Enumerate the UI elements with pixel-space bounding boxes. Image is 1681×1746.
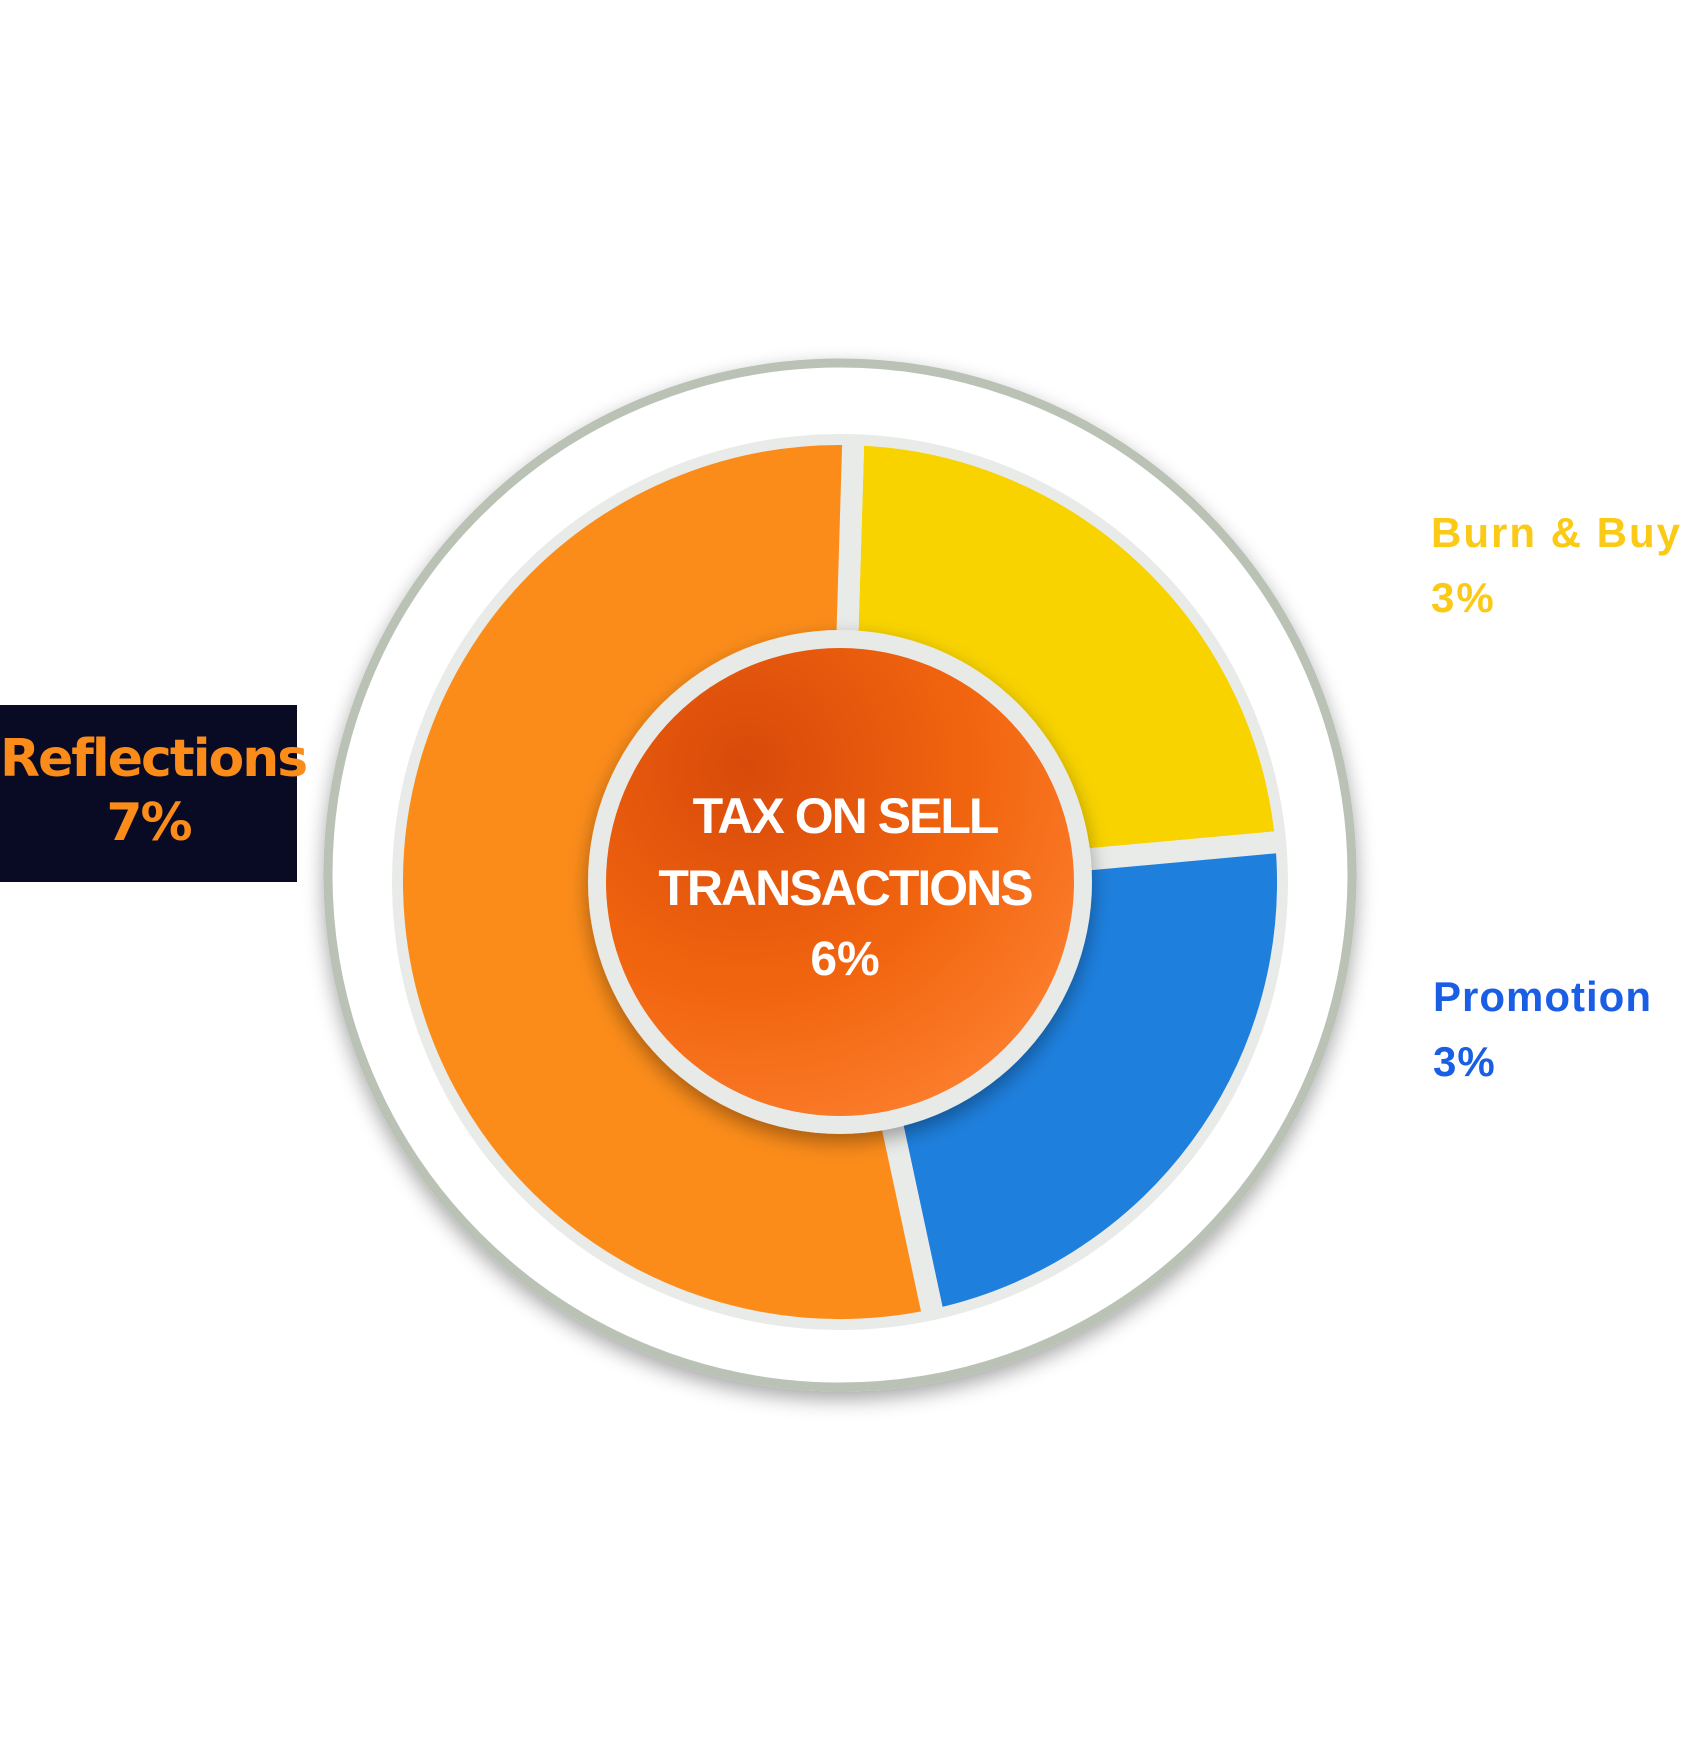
slice-label-burn-buy-value: 3% [1431,574,1496,622]
center-label-value: 6% [810,933,880,986]
center-label-line2: TRANSACTIONS [658,860,1033,916]
slice-label-promotion-value: 3% [1433,1038,1496,1086]
center-label: TAX ON SELL TRANSACTIONS 6% [600,780,1090,996]
pie-edge [370,412,1310,1352]
slice-label-burn-buy: Burn & Buy 3% [1431,500,1681,630]
slice-label-reflections-name: Reflections [0,729,308,789]
slice-label-promotion: Promotion 3% [1433,964,1652,1094]
slice-label-reflections: Reflections 7% [0,705,308,882]
slice-label-reflections-value: 7% [106,793,192,853]
slice-label-burn-buy-name: Burn & Buy [1431,509,1681,556]
center-label-line1: TAX ON SELL [692,788,1000,844]
slice-label-promotion-name: Promotion [1433,973,1652,1020]
center-disc [606,648,1074,1116]
